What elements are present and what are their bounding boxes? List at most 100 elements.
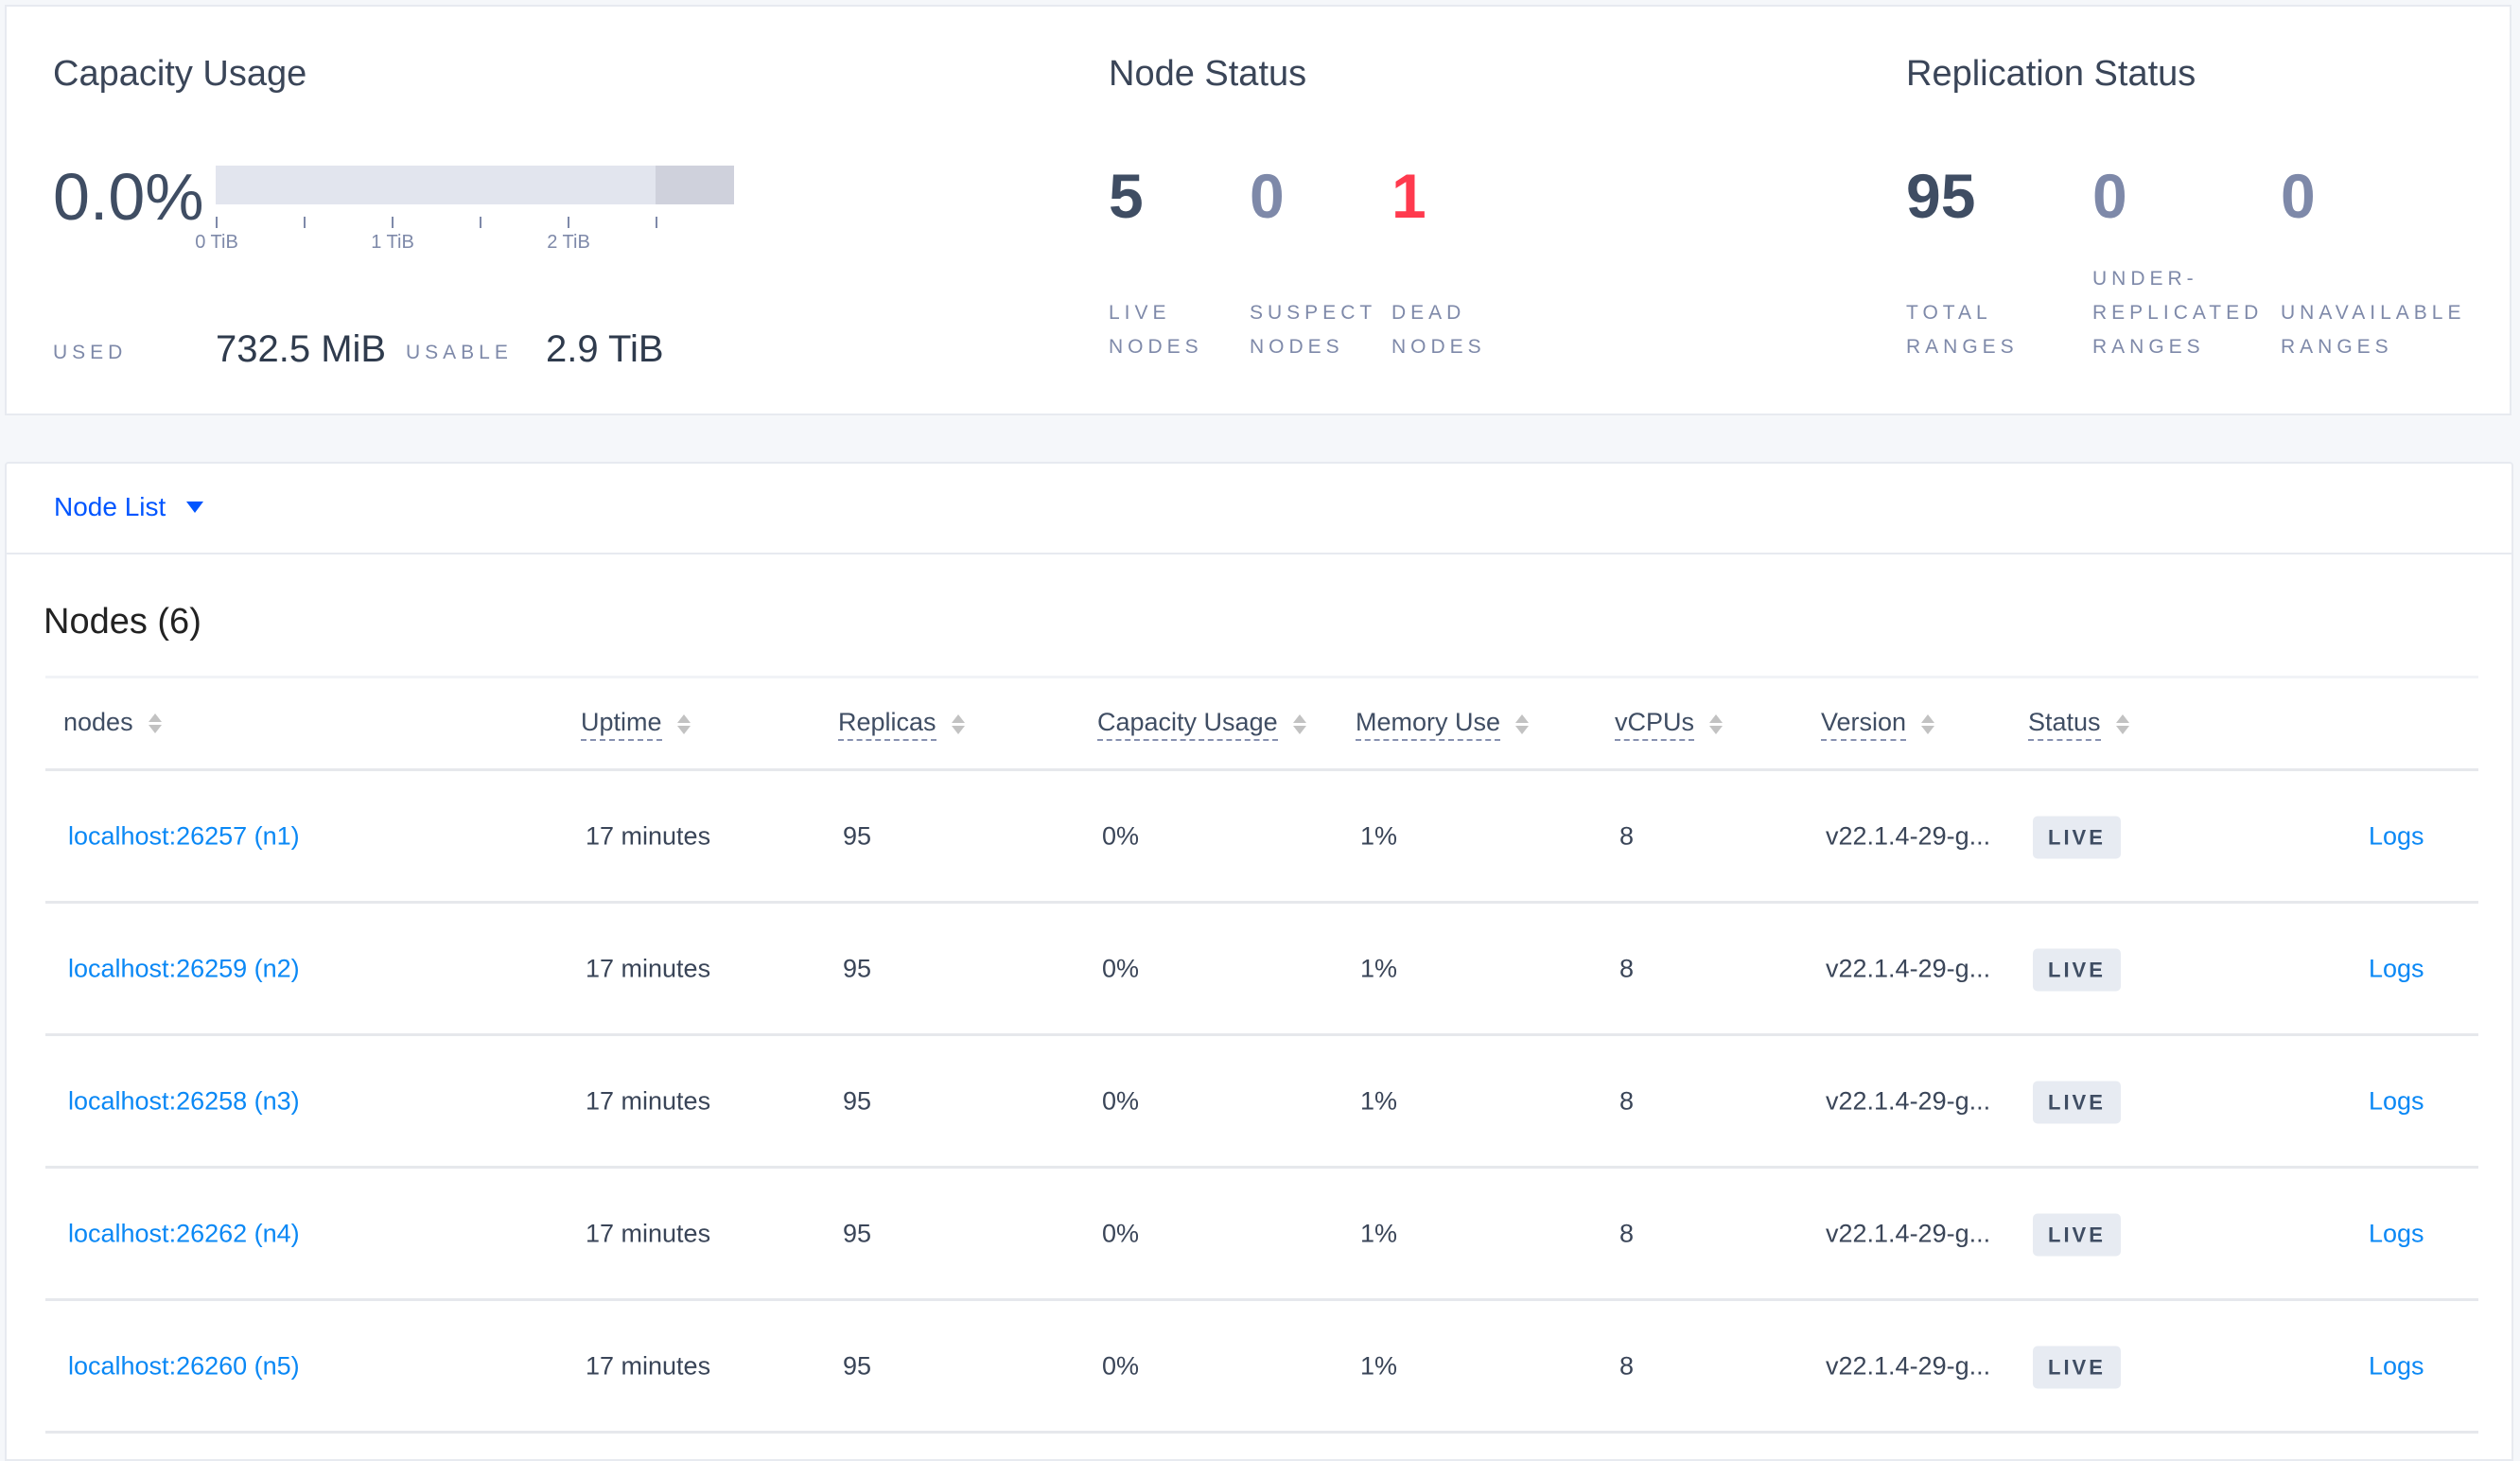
replication-status-title: Replication Status [1906, 54, 2196, 94]
column-header-status[interactable]: Status [2028, 708, 2129, 741]
live-nodes-label: LIVE NODES [1109, 302, 1203, 358]
vcpus-cell: 8 [1619, 1219, 1635, 1247]
replicas-cell: 95 [843, 1086, 872, 1115]
version-cell: v22.1.4-29-g... [1826, 1351, 1991, 1380]
sort-icon[interactable] [1515, 714, 1530, 734]
bar-tick [656, 217, 657, 228]
capacity-bar [216, 166, 734, 204]
column-header-memory-use[interactable]: Memory Use [1356, 708, 1530, 741]
capacity-usage-cell: 0% [1102, 821, 1140, 850]
column-header-label: Capacity Usage [1097, 708, 1278, 741]
column-header-label: Version [1821, 708, 1907, 741]
usable-label: USABLE [406, 342, 513, 363]
capacity-percent: 0.0% [53, 160, 204, 234]
uptime-cell: 17 minutes [586, 1086, 711, 1115]
version-cell: v22.1.4-29-g... [1826, 821, 1991, 850]
column-header-replicas[interactable]: Replicas [838, 708, 965, 741]
column-header-label: Uptime [581, 708, 662, 741]
node-list-dropdown[interactable]: Node List [54, 492, 204, 522]
node-link[interactable]: localhost:26260 (n5) [68, 1351, 300, 1380]
sort-icon[interactable] [1709, 714, 1724, 734]
sort-icon[interactable] [676, 714, 691, 734]
logs-link[interactable]: Logs [2369, 1219, 2424, 1247]
view-selector-bar: Node List [5, 462, 2513, 554]
logs-link[interactable]: Logs [2369, 1351, 2424, 1380]
capacity-usage-cell: 0% [1102, 1219, 1140, 1247]
bar-tick-label: 1 TiB [371, 232, 414, 253]
bar-tick-label: 0 TiB [195, 232, 238, 253]
memory-use-cell: 1% [1360, 1351, 1398, 1380]
table-row: localhost:26259 (n2) 17 minutes 95 0% 1% 8 v22… [45, 904, 2478, 1036]
sort-icon[interactable] [148, 713, 162, 733]
bar-tick [392, 217, 394, 228]
bar-tick [480, 217, 481, 228]
sort-icon[interactable] [1921, 714, 1935, 734]
caret-down-icon [186, 502, 204, 513]
version-cell: v22.1.4-29-g... [1826, 954, 1991, 982]
capacity-usage-cell: 0% [1102, 1086, 1140, 1115]
version-cell: v22.1.4-29-g... [1826, 1219, 1991, 1247]
uptime-cell: 17 minutes [586, 821, 711, 850]
column-header-uptime[interactable]: Uptime [581, 708, 691, 741]
replicas-cell: 95 [843, 821, 872, 850]
memory-use-cell: 1% [1360, 1086, 1398, 1115]
node-link[interactable]: localhost:26257 (n1) [68, 821, 300, 850]
column-header-label: Replicas [838, 708, 936, 741]
column-header-label: vCPUs [1615, 708, 1695, 741]
under-replicated-label: UNDER-REPLICATED RANGES [2092, 268, 2264, 358]
replicas-cell: 95 [843, 1219, 872, 1247]
status-badge: LIVE [2033, 1346, 2121, 1388]
status-cell: LIVE [2033, 1346, 2121, 1388]
sort-icon[interactable] [1292, 714, 1306, 734]
logs-link[interactable]: Logs [2369, 1086, 2424, 1115]
column-header-nodes[interactable]: nodes [63, 708, 162, 739]
suspect-nodes-label: SUSPECT NODES [1250, 302, 1376, 358]
logs-link[interactable]: Logs [2369, 954, 2424, 982]
table-row: localhost:26262 (n4) 17 minutes 95 0% 1% 8 v22… [45, 1169, 2478, 1301]
vcpus-cell: 8 [1619, 1351, 1635, 1380]
column-header-vcpus[interactable]: vCPUs [1615, 708, 1724, 741]
dead-nodes-count: 1 [1391, 161, 1426, 231]
status-cell: LIVE [2033, 948, 2121, 991]
capacity-usage-cell: 0% [1102, 954, 1140, 982]
status-badge: LIVE [2033, 816, 2121, 858]
status-badge: LIVE [2033, 1081, 2121, 1123]
bar-tick [304, 217, 306, 228]
uptime-cell: 17 minutes [586, 954, 711, 982]
unavailable-label: UNAVAILABLE RANGES [2281, 302, 2466, 358]
uptime-cell: 17 minutes [586, 1219, 711, 1247]
column-header-version[interactable]: Version [1821, 708, 1935, 741]
live-nodes-count: 5 [1109, 161, 1144, 231]
uptime-cell: 17 minutes [586, 1351, 711, 1380]
used-label: USED [53, 342, 128, 363]
node-link[interactable]: localhost:26262 (n4) [68, 1219, 300, 1247]
sort-icon[interactable] [2115, 714, 2129, 734]
bar-tick [568, 217, 569, 228]
column-header-capacity-usage[interactable]: Capacity Usage [1097, 708, 1306, 741]
logs-link[interactable]: Logs [2369, 821, 2424, 850]
vcpus-cell: 8 [1619, 1086, 1635, 1115]
suspect-nodes-count: 0 [1250, 161, 1285, 231]
sort-icon[interactable] [951, 714, 965, 734]
table-row: localhost:26257 (n1) 17 minutes 95 0% 1% 8 v22… [45, 771, 2478, 904]
capacity-usage-cell: 0% [1102, 1351, 1140, 1380]
column-header-label: Memory Use [1356, 708, 1501, 741]
status-cell: LIVE [2033, 1213, 2121, 1256]
under-replicated-count: 0 [2092, 161, 2127, 231]
status-badge: LIVE [2033, 1213, 2121, 1256]
bar-tick [216, 217, 218, 228]
nodes-table-title: Nodes (6) [44, 602, 201, 642]
node-status-title: Node Status [1109, 54, 1307, 94]
table-row: localhost:26258 (n3) 17 minutes 95 0% 1% 8 v22… [45, 1036, 2478, 1169]
node-link[interactable]: localhost:26259 (n2) [68, 954, 300, 982]
bar-tick-label: 2 TiB [547, 232, 590, 253]
status-cell: LIVE [2033, 816, 2121, 858]
divider [45, 676, 2478, 678]
memory-use-cell: 1% [1360, 821, 1398, 850]
usable-value: 2.9 TiB [546, 328, 664, 370]
memory-use-cell: 1% [1360, 1219, 1398, 1247]
node-link[interactable]: localhost:26258 (n3) [68, 1086, 300, 1115]
capacity-bar-unusable [656, 166, 734, 204]
unavailable-count: 0 [2281, 161, 2316, 231]
dead-nodes-label: DEAD NODES [1391, 302, 1486, 358]
